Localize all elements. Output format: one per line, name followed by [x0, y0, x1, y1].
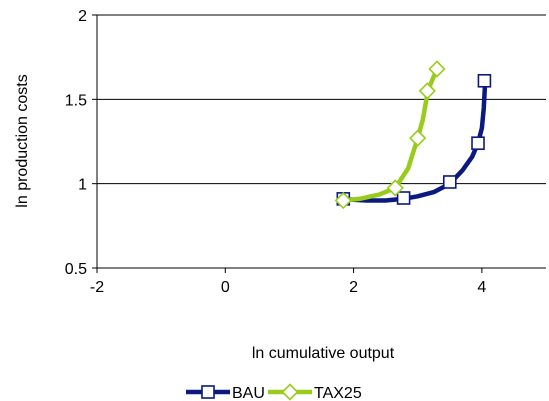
y-tick-label: 1	[78, 177, 87, 194]
data-point-tax25	[418, 82, 436, 100]
legend-item-tax25: TAX25	[268, 383, 362, 401]
data-point-bau	[471, 136, 485, 150]
data-point-bau	[442, 175, 457, 189]
data-point-tax25	[409, 129, 427, 147]
data-point-tax25	[386, 179, 404, 197]
legend: BAU TAX25	[186, 383, 362, 401]
data-point-tax25	[334, 191, 352, 210]
legend-label: TAX25	[314, 385, 362, 401]
y-axis-title: ln production costs	[14, 74, 31, 207]
axes	[92, 14, 546, 273]
x-tick-label: 2	[349, 279, 358, 296]
legend-marker	[201, 385, 215, 399]
y-tick-label: 1.5	[65, 92, 87, 109]
data-point-tax25	[428, 60, 446, 78]
series-layer	[334, 60, 492, 210]
x-tick-label: -2	[90, 279, 104, 296]
data-point-bau	[477, 73, 492, 88]
x-tick-label: 4	[477, 279, 486, 296]
y-tick-label: 2	[78, 8, 87, 25]
series-line-bau	[341, 80, 488, 203]
series-tax25	[334, 60, 446, 210]
legend-item-bau: BAU	[186, 385, 265, 401]
data-point-bau	[396, 191, 411, 205]
x-tick-label: 0	[221, 279, 230, 296]
y-tick-label: 0.5	[65, 261, 87, 278]
x-axis-title: ln cumulative output	[252, 345, 395, 362]
legend-label: BAU	[232, 385, 265, 401]
legend-marker	[281, 383, 299, 401]
tick-labels: 0.5 1 1.5 2 -2 0 2 4	[65, 8, 487, 296]
